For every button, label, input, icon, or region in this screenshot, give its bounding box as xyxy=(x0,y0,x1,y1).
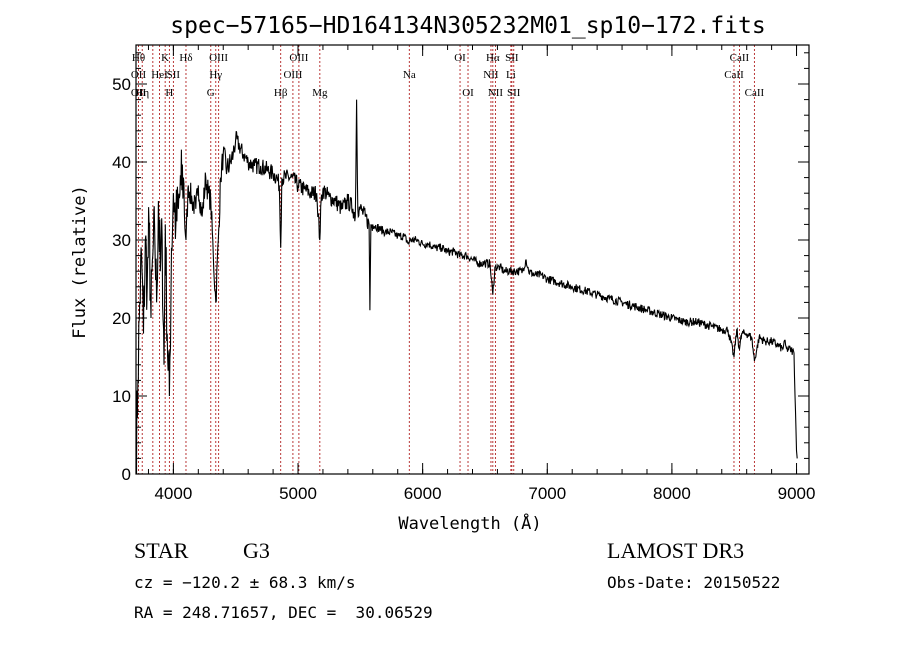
spectral-line-label: CaII xyxy=(745,87,765,99)
y-tick-label: 20 xyxy=(112,309,131,328)
spectral-line-label: K xyxy=(161,52,169,64)
spectral-line-label: OIII xyxy=(289,52,308,64)
x-tick-label: 7000 xyxy=(528,484,566,503)
survey-name: LAMOST DR3 xyxy=(607,538,745,563)
spectral-line-label: Hδ xyxy=(179,52,192,64)
spectral-line-label: HeI xyxy=(151,69,168,81)
axis-ticks: 4000 5000 6000 7000 8000 9000 0 10 20 30 40 50 xyxy=(112,45,815,503)
spectral-line-label: Mg xyxy=(312,87,328,99)
spectral-lines-layer xyxy=(138,45,755,474)
spectral-line-label: OI xyxy=(454,52,466,64)
spectral-line-label: SII xyxy=(167,69,181,81)
y-tick-label: 40 xyxy=(112,153,131,172)
spectral-line-labels: HθOIIOIIHηHeIKHSIIHδGHγOIIIHβOIIIOIIIMgN… xyxy=(131,52,765,99)
x-tick-label: 9000 xyxy=(778,484,816,503)
x-tick-label: 8000 xyxy=(653,484,691,503)
spectral-line-label: Hβ xyxy=(274,87,288,99)
spectral-line-label: Hα xyxy=(486,52,500,64)
spectral-line-label: CaII xyxy=(730,52,750,64)
spectral-line-label: Li xyxy=(506,69,516,81)
spectral-line-label: Hγ xyxy=(209,69,222,81)
y-tick-label: 30 xyxy=(112,231,131,250)
y-axis-label: Flux (relative) xyxy=(70,185,90,339)
obs-date: Obs-Date: 20150522 xyxy=(607,573,781,592)
x-axis-label: Wavelength (Å) xyxy=(398,512,541,534)
coordinates: RA = 248.71657, DEC = 30.06529 xyxy=(134,603,433,622)
spectral-line-label: OII xyxy=(131,87,147,99)
spectral-line-label: CaII xyxy=(724,69,744,81)
spectral-line-label: OIII xyxy=(283,69,302,81)
x-tick-label: 5000 xyxy=(279,484,317,503)
spectral-line-label: NII xyxy=(483,69,499,81)
spectral-line-label: NII xyxy=(488,87,504,99)
spectral-line-label: Hθ xyxy=(132,52,145,64)
spectral-line-label: SII xyxy=(505,52,519,64)
chart-title: spec−57165−HD164134N305232M01_sp10−172.f… xyxy=(170,13,765,39)
x-tick-label: 6000 xyxy=(404,484,442,503)
x-tick-label: 4000 xyxy=(154,484,192,503)
spectral-line-label: OIII xyxy=(209,52,228,64)
y-tick-label: 10 xyxy=(112,387,131,406)
object-class: STAR xyxy=(134,538,189,563)
redshift-readout: cz = −120.2 ± 68.3 km/s xyxy=(134,573,356,592)
object-subclass: G3 xyxy=(243,538,270,563)
y-tick-label: 50 xyxy=(112,75,131,94)
spectral-line-label: OI xyxy=(462,87,474,99)
spectral-line-label: Na xyxy=(403,69,416,81)
flux-series-line xyxy=(135,99,798,475)
spectral-line-label: SII xyxy=(507,87,521,99)
spectral-line-label: H xyxy=(165,87,173,99)
spectral-line-label: Hη xyxy=(135,87,149,99)
y-tick-label: 0 xyxy=(122,465,131,484)
spectral-line-label: OII xyxy=(131,69,147,81)
spectral-line-label: G xyxy=(207,87,215,99)
